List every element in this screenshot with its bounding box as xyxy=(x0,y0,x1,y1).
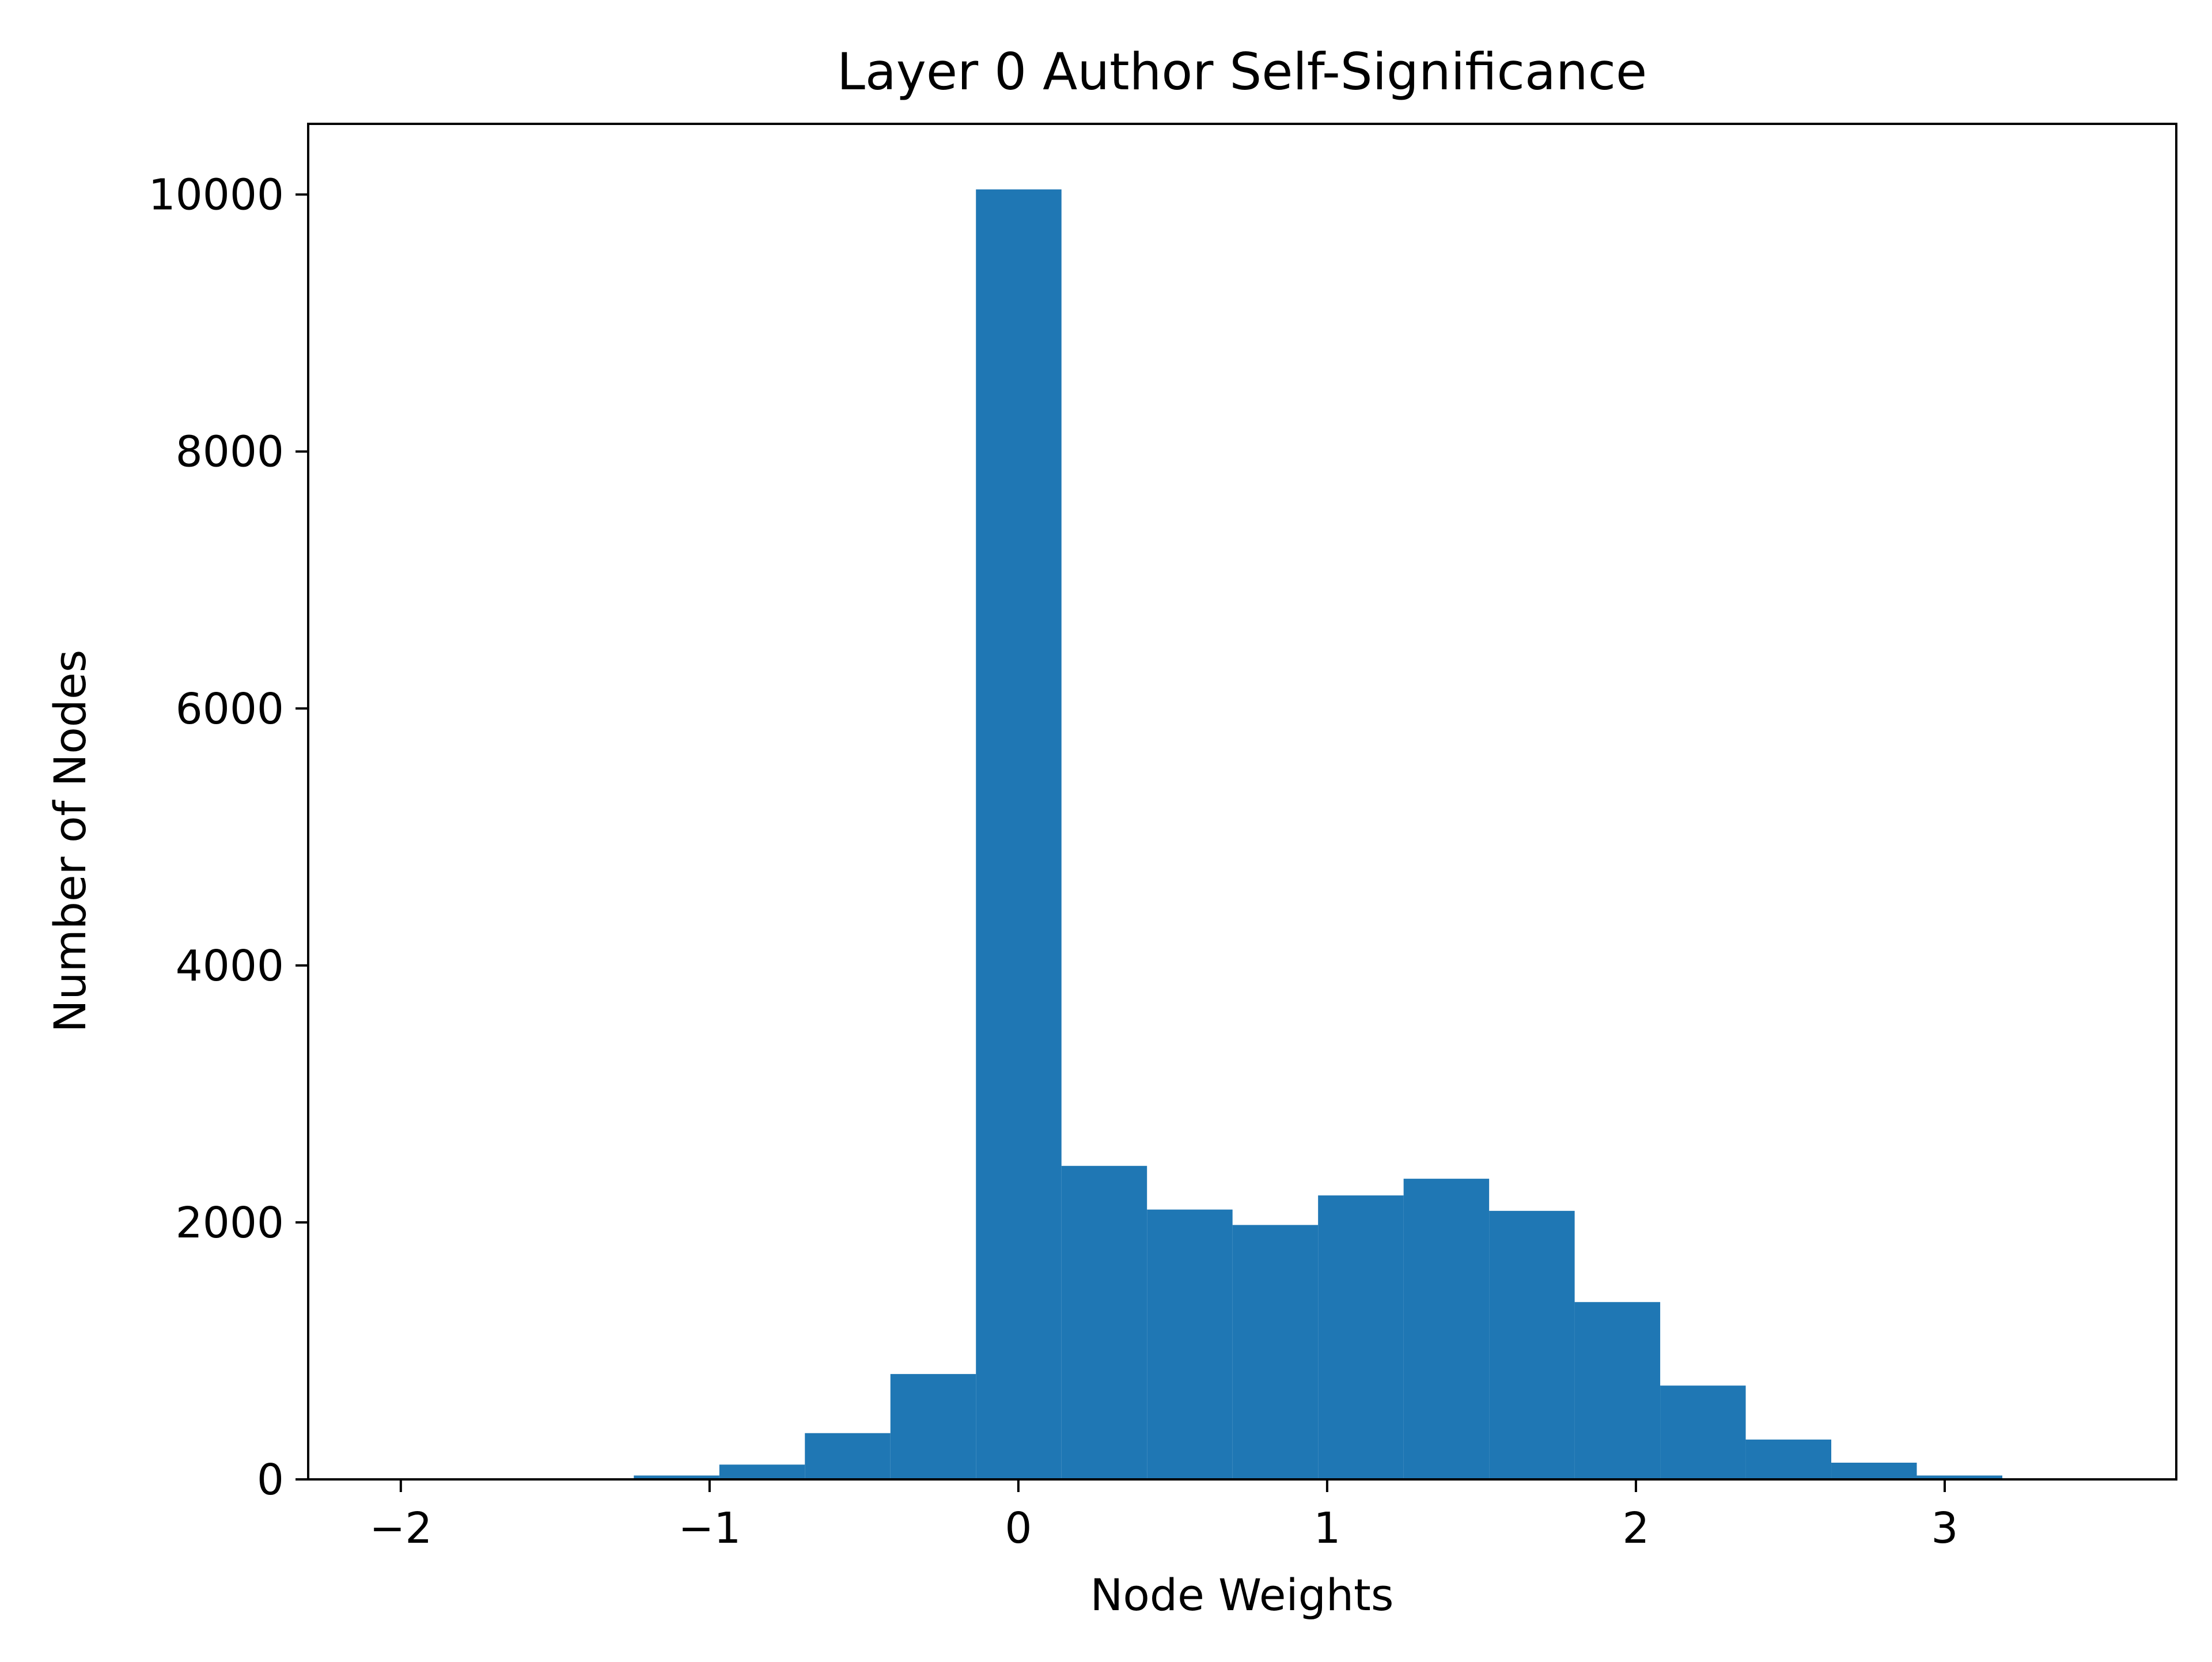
histogram-bar-6 xyxy=(890,1374,976,1479)
x-tick-label: −1 xyxy=(678,1504,741,1553)
x-tick-label: 0 xyxy=(1005,1504,1032,1553)
histogram-bar-18 xyxy=(1916,1475,2002,1479)
histogram-bar-15 xyxy=(1660,1385,1746,1479)
histogram-bar-4 xyxy=(719,1464,805,1479)
y-tick-label: 2000 xyxy=(176,1198,284,1248)
histogram-bar-7 xyxy=(976,189,1062,1480)
bars-group xyxy=(377,189,2088,1480)
y-tick-label: 10000 xyxy=(149,171,284,220)
histogram-bar-9 xyxy=(1147,1209,1233,1479)
x-tick-label: −2 xyxy=(369,1504,432,1553)
x-tick-label: 1 xyxy=(1313,1504,1340,1553)
x-axis-ticks: −2 −1 0 1 2 3 xyxy=(369,1479,1959,1553)
histogram-bar-3 xyxy=(634,1475,719,1479)
histogram-bar-5 xyxy=(805,1433,891,1479)
chart-title: Layer 0 Author Self-Significance xyxy=(837,42,1647,101)
histogram-bar-17 xyxy=(1831,1463,1917,1479)
histogram-bar-10 xyxy=(1232,1225,1319,1479)
y-tick-label: 4000 xyxy=(176,941,284,991)
histogram-bar-13 xyxy=(1489,1210,1575,1479)
x-tick-label: 2 xyxy=(1622,1504,1649,1553)
y-tick-label: 6000 xyxy=(176,684,284,734)
histogram-bar-14 xyxy=(1574,1302,1661,1479)
histogram-bar-12 xyxy=(1403,1179,1490,1479)
x-axis-label: Node Weights xyxy=(1090,1569,1394,1621)
x-tick-label: 3 xyxy=(1931,1504,1958,1553)
histogram-bar-11 xyxy=(1318,1195,1404,1479)
y-tick-label: 0 xyxy=(257,1455,284,1505)
plot-frame xyxy=(307,123,2177,1481)
y-axis-ticks: 0 2000 4000 6000 8000 10000 xyxy=(149,171,308,1505)
histogram-bar-16 xyxy=(1745,1439,1832,1479)
histogram-bar-8 xyxy=(1061,1165,1147,1479)
y-axis-label: Number of Nodes xyxy=(44,650,96,1033)
y-tick-label: 8000 xyxy=(176,427,284,477)
